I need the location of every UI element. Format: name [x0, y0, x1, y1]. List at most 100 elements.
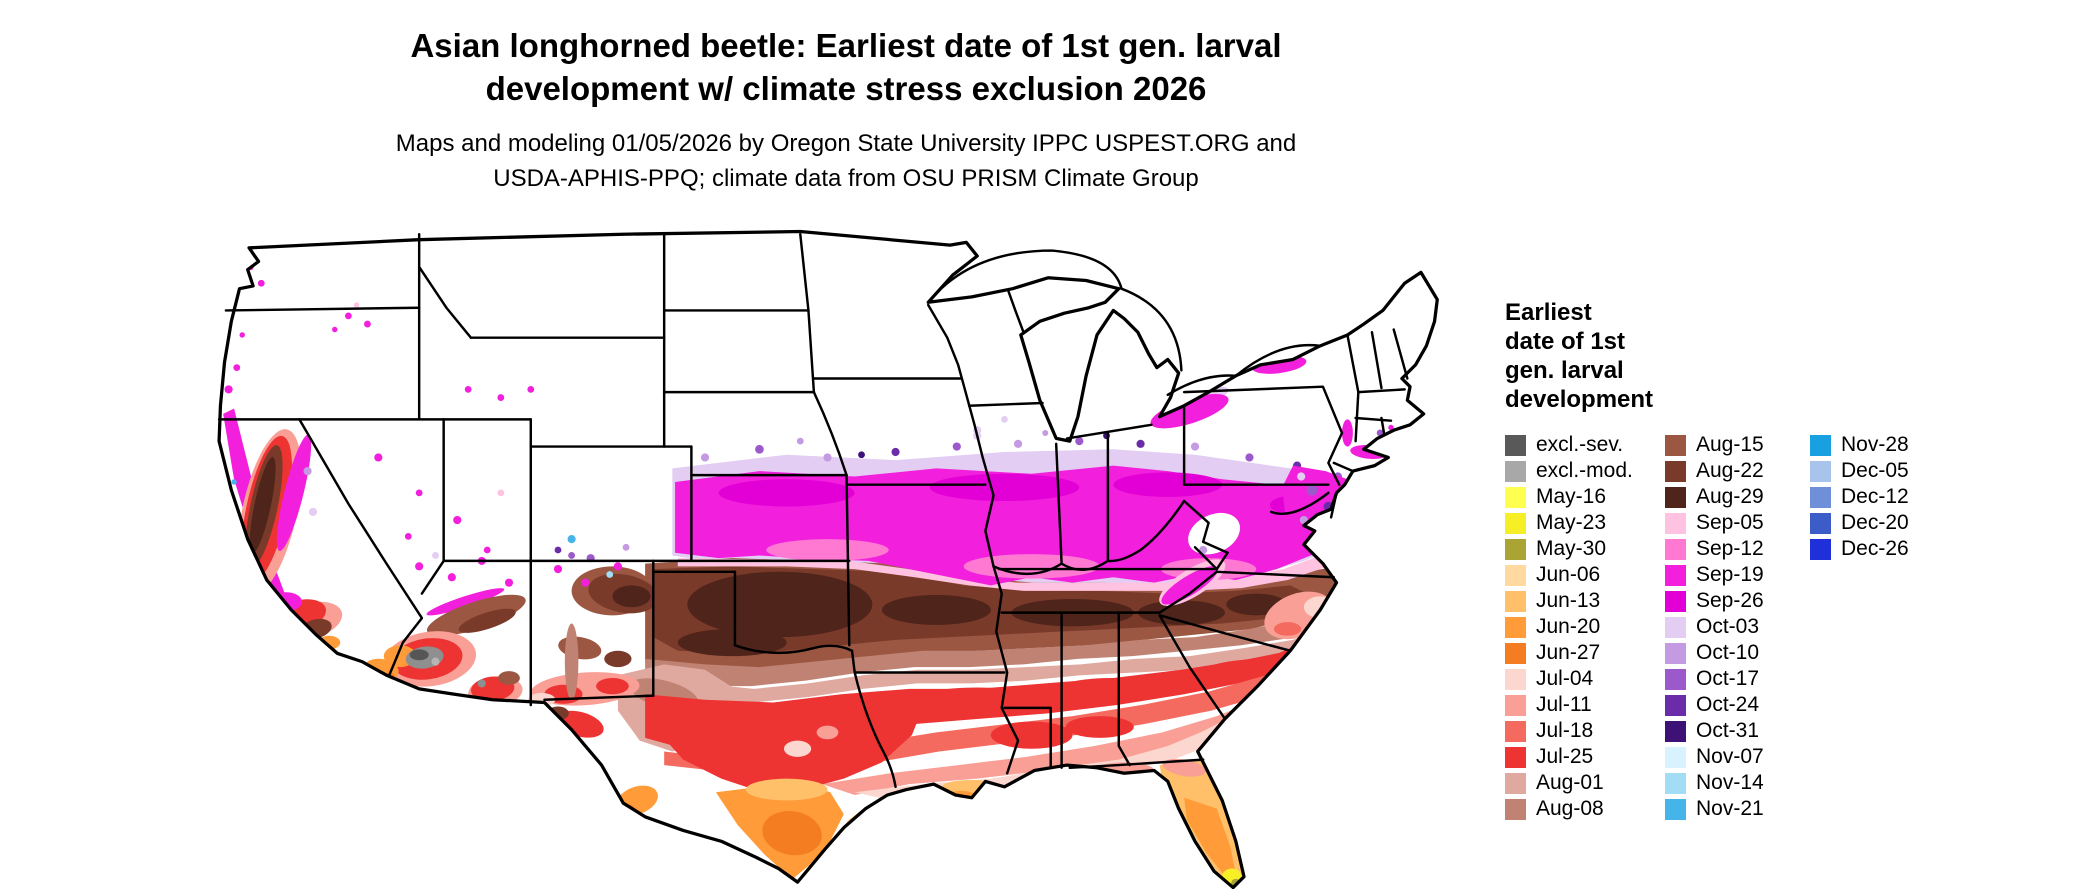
legend-title-line: gen. larval — [1505, 357, 1624, 384]
legend-label: Jun-06 — [1536, 563, 1601, 586]
legend-swatch — [1505, 590, 1526, 612]
legend-swatch — [1505, 564, 1526, 586]
legend-item: Jul-25 — [1505, 744, 1665, 770]
legend-swatch — [1505, 512, 1526, 534]
legend-title-line: development — [1505, 386, 1654, 413]
legend-item: Dec-12 — [1810, 484, 1909, 510]
legend-swatch — [1665, 590, 1686, 612]
legend-label: Oct-24 — [1696, 693, 1760, 716]
legend-item: Jul-04 — [1505, 666, 1665, 692]
legend-swatch — [1665, 434, 1686, 456]
legend-label: Dec-20 — [1841, 511, 1909, 534]
legend-label: Sep-19 — [1696, 563, 1764, 586]
legend-item: Oct-03 — [1665, 614, 1810, 640]
legend-item: Aug-08 — [1505, 796, 1665, 822]
legend-swatch — [1505, 486, 1526, 508]
legend-label: Aug-01 — [1536, 771, 1604, 794]
legend-item: May-30 — [1505, 536, 1665, 562]
legend-label: Nov-28 — [1841, 433, 1909, 456]
legend-swatch — [1665, 642, 1686, 664]
legend-swatch — [1505, 746, 1526, 768]
legend-item: Aug-01 — [1505, 770, 1665, 796]
legend-swatch — [1505, 616, 1526, 638]
legend-item: Aug-15 — [1665, 432, 1810, 458]
legend-swatch — [1505, 720, 1526, 742]
legend-label: Dec-05 — [1841, 459, 1909, 482]
legend-swatch — [1665, 512, 1686, 534]
title-line-2: development w/ climate stress exclusion … — [485, 70, 1207, 107]
legend-label: Jun-20 — [1536, 615, 1601, 638]
legend-label: Aug-22 — [1696, 459, 1764, 482]
legend-item: Jun-06 — [1505, 562, 1665, 588]
legend-swatch — [1665, 616, 1686, 638]
legend-grid: excl.-sev. excl.-mod. May-16 May-23 May-30 Ju… — [1505, 432, 1909, 822]
legend-item: Dec-20 — [1810, 510, 1909, 536]
legend-label: Jul-18 — [1536, 719, 1594, 742]
legend-label: Oct-10 — [1696, 641, 1760, 664]
legend-item: Oct-17 — [1665, 666, 1810, 692]
legend-swatch — [1665, 668, 1686, 690]
legend-label: Sep-26 — [1696, 589, 1764, 612]
legend-item: Oct-24 — [1665, 692, 1810, 718]
legend-label: Jun-27 — [1536, 641, 1601, 664]
legend-swatch — [1665, 538, 1686, 560]
legend-swatch — [1505, 460, 1526, 482]
legend-item: Jun-13 — [1505, 588, 1665, 614]
legend-label: Nov-21 — [1696, 797, 1764, 820]
legend-swatch — [1665, 486, 1686, 508]
legend-label: Nov-14 — [1696, 771, 1764, 794]
legend-item: May-16 — [1505, 484, 1665, 510]
legend-column-1: excl.-sev. excl.-mod. May-16 May-23 May-30 Ju… — [1505, 432, 1665, 822]
legend-label: Oct-03 — [1696, 615, 1760, 638]
legend-swatch — [1505, 668, 1526, 690]
legend-item: Dec-26 — [1810, 536, 1909, 562]
legend-item: Nov-28 — [1810, 432, 1909, 458]
legend-item: Nov-14 — [1665, 770, 1810, 796]
legend-swatch — [1665, 798, 1686, 820]
legend-item: Dec-05 — [1810, 458, 1909, 484]
legend-item: Sep-26 — [1665, 588, 1810, 614]
legend-swatch — [1505, 798, 1526, 820]
legend-label: Jul-25 — [1536, 745, 1594, 768]
legend-label: Sep-12 — [1696, 537, 1764, 560]
legend-label: Oct-31 — [1696, 719, 1760, 742]
legend-label: Jul-04 — [1536, 667, 1594, 690]
legend-item: Jul-11 — [1505, 692, 1665, 718]
legend-item: Sep-19 — [1665, 562, 1810, 588]
legend-swatch — [1665, 564, 1686, 586]
legend-item: Jun-27 — [1505, 640, 1665, 666]
legend-swatch — [1665, 746, 1686, 768]
legend-swatch — [1505, 694, 1526, 716]
legend-swatch — [1665, 460, 1686, 482]
legend-swatch — [1810, 434, 1831, 456]
legend-label: Aug-15 — [1696, 433, 1764, 456]
subtitle-line-1: Maps and modeling 01/05/2026 by Oregon S… — [395, 130, 1297, 157]
legend-swatch — [1665, 720, 1686, 742]
legend-label: Jul-11 — [1536, 693, 1592, 716]
legend-label: Dec-12 — [1841, 485, 1909, 508]
legend-label: Dec-26 — [1841, 537, 1909, 560]
legend-title-line: date of 1st — [1505, 328, 1626, 355]
legend-label: May-23 — [1536, 511, 1607, 534]
map-legend: Earliest date of 1st gen. larval develop… — [1505, 298, 1909, 822]
legend-swatch — [1505, 642, 1526, 664]
legend-label: Aug-29 — [1696, 485, 1764, 508]
legend-label: Aug-08 — [1536, 797, 1604, 820]
us-outline — [217, 229, 1439, 889]
us-map — [217, 229, 1439, 889]
legend-item: Oct-31 — [1665, 718, 1810, 744]
state-borders — [217, 233, 1409, 789]
legend-item: Nov-21 — [1665, 796, 1810, 822]
page-subtitle: Maps and modeling 01/05/2026 by Oregon S… — [0, 126, 1692, 196]
subtitle-line-2: USDA-APHIS-PPQ; climate data from OSU PR… — [493, 165, 1199, 192]
legend-title: Earliest date of 1st gen. larval develop… — [1505, 298, 1909, 414]
legend-label: Nov-07 — [1696, 745, 1764, 768]
legend-title-line: Earliest — [1505, 299, 1592, 326]
page-title: Asian longhorned beetle: Earliest date o… — [0, 24, 1692, 110]
legend-label: Sep-05 — [1696, 511, 1764, 534]
legend-label: Jun-13 — [1536, 589, 1601, 612]
legend-swatch — [1505, 772, 1526, 794]
legend-column-3: Nov-28 Dec-05 Dec-12 Dec-20 Dec-26 — [1810, 432, 1909, 822]
legend-item: Jun-20 — [1505, 614, 1665, 640]
legend-label: excl.-mod. — [1536, 459, 1633, 482]
